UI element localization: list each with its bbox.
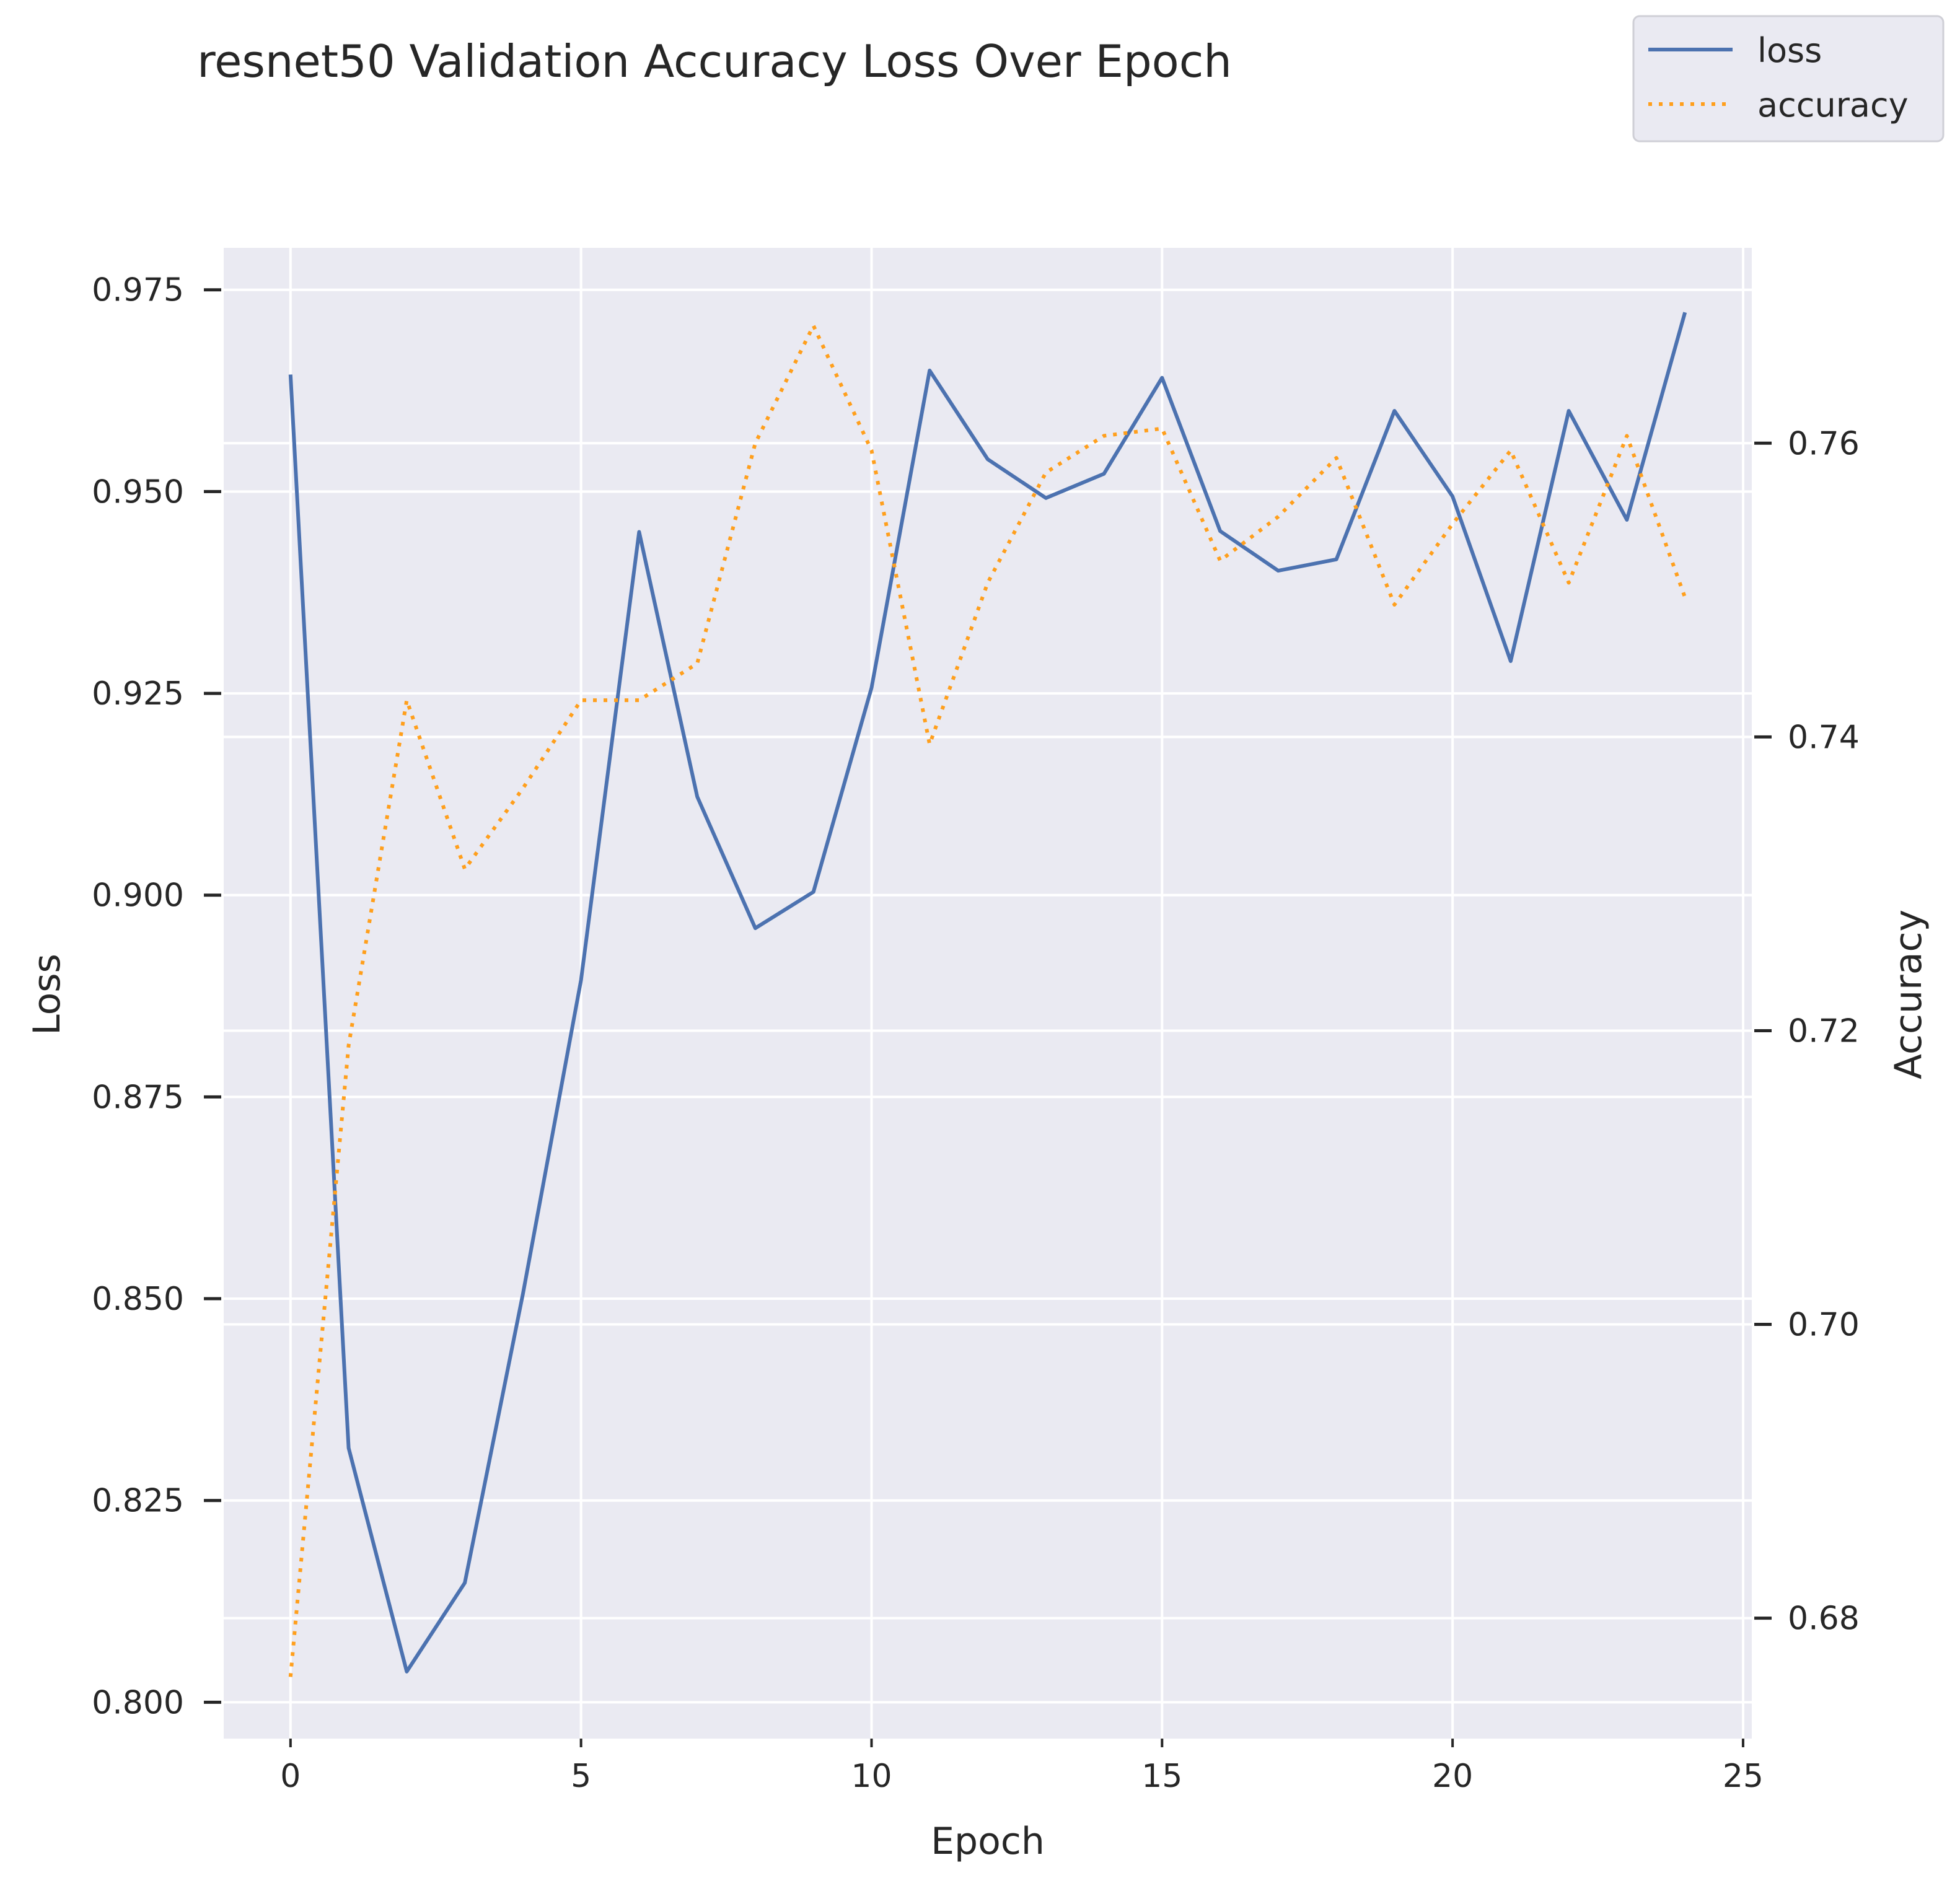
y2-axis-label: Accuracy — [1887, 910, 1930, 1079]
x-tick-label: 20 — [1432, 1758, 1473, 1795]
y2-tick-label: 0.70 — [1788, 1307, 1860, 1344]
legend-frame — [1632, 15, 1945, 143]
y-axis-label: Loss — [25, 954, 69, 1035]
y-tick-label: 0.975 — [92, 272, 184, 309]
x-tick-label: 25 — [1723, 1758, 1764, 1795]
x-tick-label: 5 — [571, 1758, 591, 1795]
grid — [224, 248, 1752, 1739]
chart-title: resnet50 Validation Accuracy Loss Over E… — [197, 35, 1232, 87]
y2-tick-label: 0.74 — [1788, 719, 1860, 756]
series-line-loss — [288, 312, 1687, 1674]
y2-tick-label: 0.76 — [1788, 425, 1860, 462]
y-tick-label: 0.850 — [92, 1281, 184, 1318]
plot-area — [224, 248, 1752, 1739]
x-tick-label: 0 — [280, 1758, 301, 1795]
y2-tick-label: 0.68 — [1788, 1600, 1860, 1638]
y-tick-label: 0.925 — [92, 675, 184, 713]
y-tick-label: 0.875 — [92, 1079, 184, 1116]
y-tick-label: 0.950 — [92, 473, 184, 511]
y-tick-label: 0.900 — [92, 877, 184, 915]
ticks: 0 5 10 15 20 25 0.800 0.825 0.850 0.875 0.900 0.925… — [92, 272, 1860, 1795]
x-axis-label: Epoch — [931, 1820, 1045, 1863]
legend-loss-label: loss — [1757, 31, 1822, 70]
y-tick-label: 0.800 — [92, 1684, 184, 1721]
x-tick-label: 15 — [1141, 1758, 1182, 1795]
y2-tick-label: 0.72 — [1788, 1012, 1860, 1050]
legend-accuracy-label: accuracy — [1757, 86, 1909, 125]
x-tick-label: 10 — [851, 1758, 892, 1795]
legend: loss accuracy — [1632, 15, 1945, 143]
y-tick-label: 0.825 — [92, 1483, 184, 1520]
series-layer — [288, 312, 1687, 1677]
